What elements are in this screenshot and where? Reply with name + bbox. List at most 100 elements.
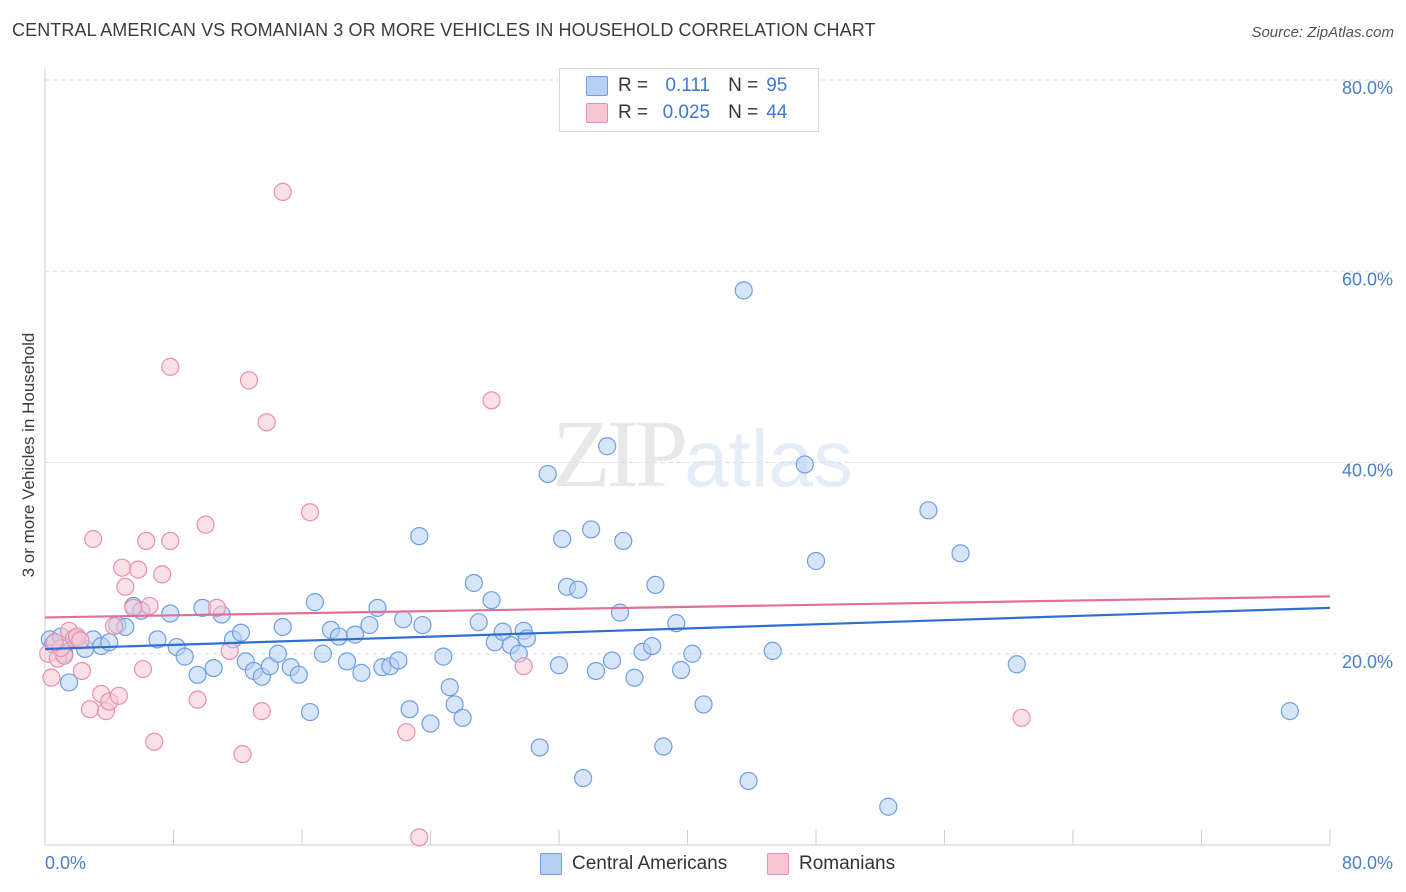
central-american-point: [100, 633, 119, 652]
central-american-point: [739, 771, 758, 791]
central-american-point: [231, 623, 251, 642]
central-american-point: [683, 644, 702, 663]
bottom-legend-romanians: Romanians: [767, 852, 895, 876]
central-american-point: [400, 700, 419, 719]
romanian-point: [161, 357, 180, 376]
central-american-point: [806, 551, 826, 571]
central-american-point: [175, 647, 194, 666]
central-american-point: [553, 529, 572, 549]
y-tick-label: 80.0%: [1342, 78, 1393, 98]
legend-row-romanians: R = 0.025 N = 44: [586, 100, 787, 126]
central-american-point: [625, 668, 644, 687]
romanian-point: [137, 531, 156, 551]
central-american-point: [654, 737, 673, 756]
trend-lines: [44, 595, 1331, 651]
central-american-point: [734, 281, 753, 300]
central-american-point: [1280, 702, 1299, 721]
central-american-point: [614, 531, 633, 551]
bottom-legend-label: Central Americans: [572, 853, 728, 874]
central-american-point: [643, 636, 662, 656]
romanian-point: [196, 515, 215, 534]
central-american-point: [161, 604, 180, 623]
legend-swatch-blue: [586, 76, 608, 96]
romanian-point: [42, 668, 61, 687]
central-american-point: [148, 630, 167, 649]
romanian-point: [45, 633, 64, 652]
central-american-point: [602, 651, 622, 670]
central-american-point: [530, 738, 549, 757]
grid-lines: [45, 79, 1392, 655]
central-american-point: [337, 652, 357, 671]
legend-n-label: N =: [728, 75, 759, 96]
watermark-atlas: atlas: [684, 414, 853, 503]
legend-row-central-americans: R = 0.111 N = 95: [586, 73, 787, 99]
y-tick-label: 60.0%: [1342, 269, 1393, 289]
trend-line-romanians: [44, 595, 1331, 619]
romanian-point: [116, 577, 135, 596]
romanian-point: [72, 661, 92, 681]
y-tick-label: 20.0%: [1342, 652, 1393, 672]
romanian-point: [153, 565, 172, 584]
romanian-point: [71, 631, 90, 650]
romanian-point: [514, 657, 533, 676]
romanian-point: [112, 558, 132, 577]
central-american-point: [421, 714, 440, 733]
central-american-point: [763, 641, 782, 660]
series-central-americans: [40, 281, 1299, 816]
romanian-point: [80, 700, 100, 719]
central-american-point: [879, 797, 898, 816]
legend-n-value: 44: [766, 102, 788, 123]
central-american-point: [352, 663, 371, 682]
romanian-point: [129, 560, 148, 579]
stats-legend: R = 0.111 N = 95 R = 0.025 N = 44: [559, 68, 819, 132]
central-american-point: [313, 644, 332, 663]
central-american-point: [573, 768, 593, 788]
legend-n-label: N =: [728, 102, 759, 123]
x-tick-label: 0.0%: [45, 853, 86, 873]
central-american-point: [305, 593, 324, 612]
central-american-point: [493, 622, 512, 641]
romanian-point: [482, 391, 501, 410]
central-american-point: [549, 656, 569, 675]
romanian-point: [104, 616, 124, 636]
legend-swatch-pink: [586, 103, 608, 123]
watermark-zip: ZIP: [552, 400, 688, 507]
central-american-point: [795, 455, 814, 474]
legend-r-value: 0.111: [665, 75, 711, 96]
central-american-point: [360, 615, 379, 635]
central-american-point: [268, 644, 288, 663]
central-american-point: [569, 580, 588, 599]
central-american-point: [469, 613, 488, 632]
legend-r-label: R =: [618, 75, 649, 96]
central-american-point: [538, 464, 557, 484]
central-american-point: [694, 695, 713, 714]
central-american-point: [410, 527, 429, 546]
romanian-point: [109, 686, 128, 705]
romanian-point: [207, 598, 226, 617]
romanian-point: [140, 596, 159, 616]
romanian-point: [161, 531, 180, 551]
romanian-point: [124, 598, 143, 617]
y-tick-label: 40.0%: [1342, 461, 1393, 481]
central-american-point: [464, 573, 483, 593]
trend-line-central-americans: [44, 606, 1331, 651]
central-american-point: [610, 603, 630, 622]
legend-n-value: 95: [766, 75, 788, 96]
romanian-point: [233, 745, 252, 764]
legend-r-value: 0.025: [662, 102, 711, 123]
central-american-point: [646, 575, 665, 595]
central-american-point: [919, 501, 938, 520]
central-american-point: [1007, 655, 1026, 674]
central-american-point: [394, 610, 413, 629]
romanian-point: [133, 659, 153, 679]
romanian-point: [273, 182, 292, 201]
bottom-legend-label: Romanians: [799, 853, 896, 874]
legend-r-label: R =: [618, 102, 649, 123]
central-american-point: [273, 617, 292, 637]
central-american-point: [389, 651, 408, 670]
romanian-point: [188, 690, 207, 709]
central-american-point: [671, 660, 691, 680]
romanian-point: [257, 413, 276, 432]
x-tick-labels: 0.0% 80.0%: [45, 853, 1393, 873]
